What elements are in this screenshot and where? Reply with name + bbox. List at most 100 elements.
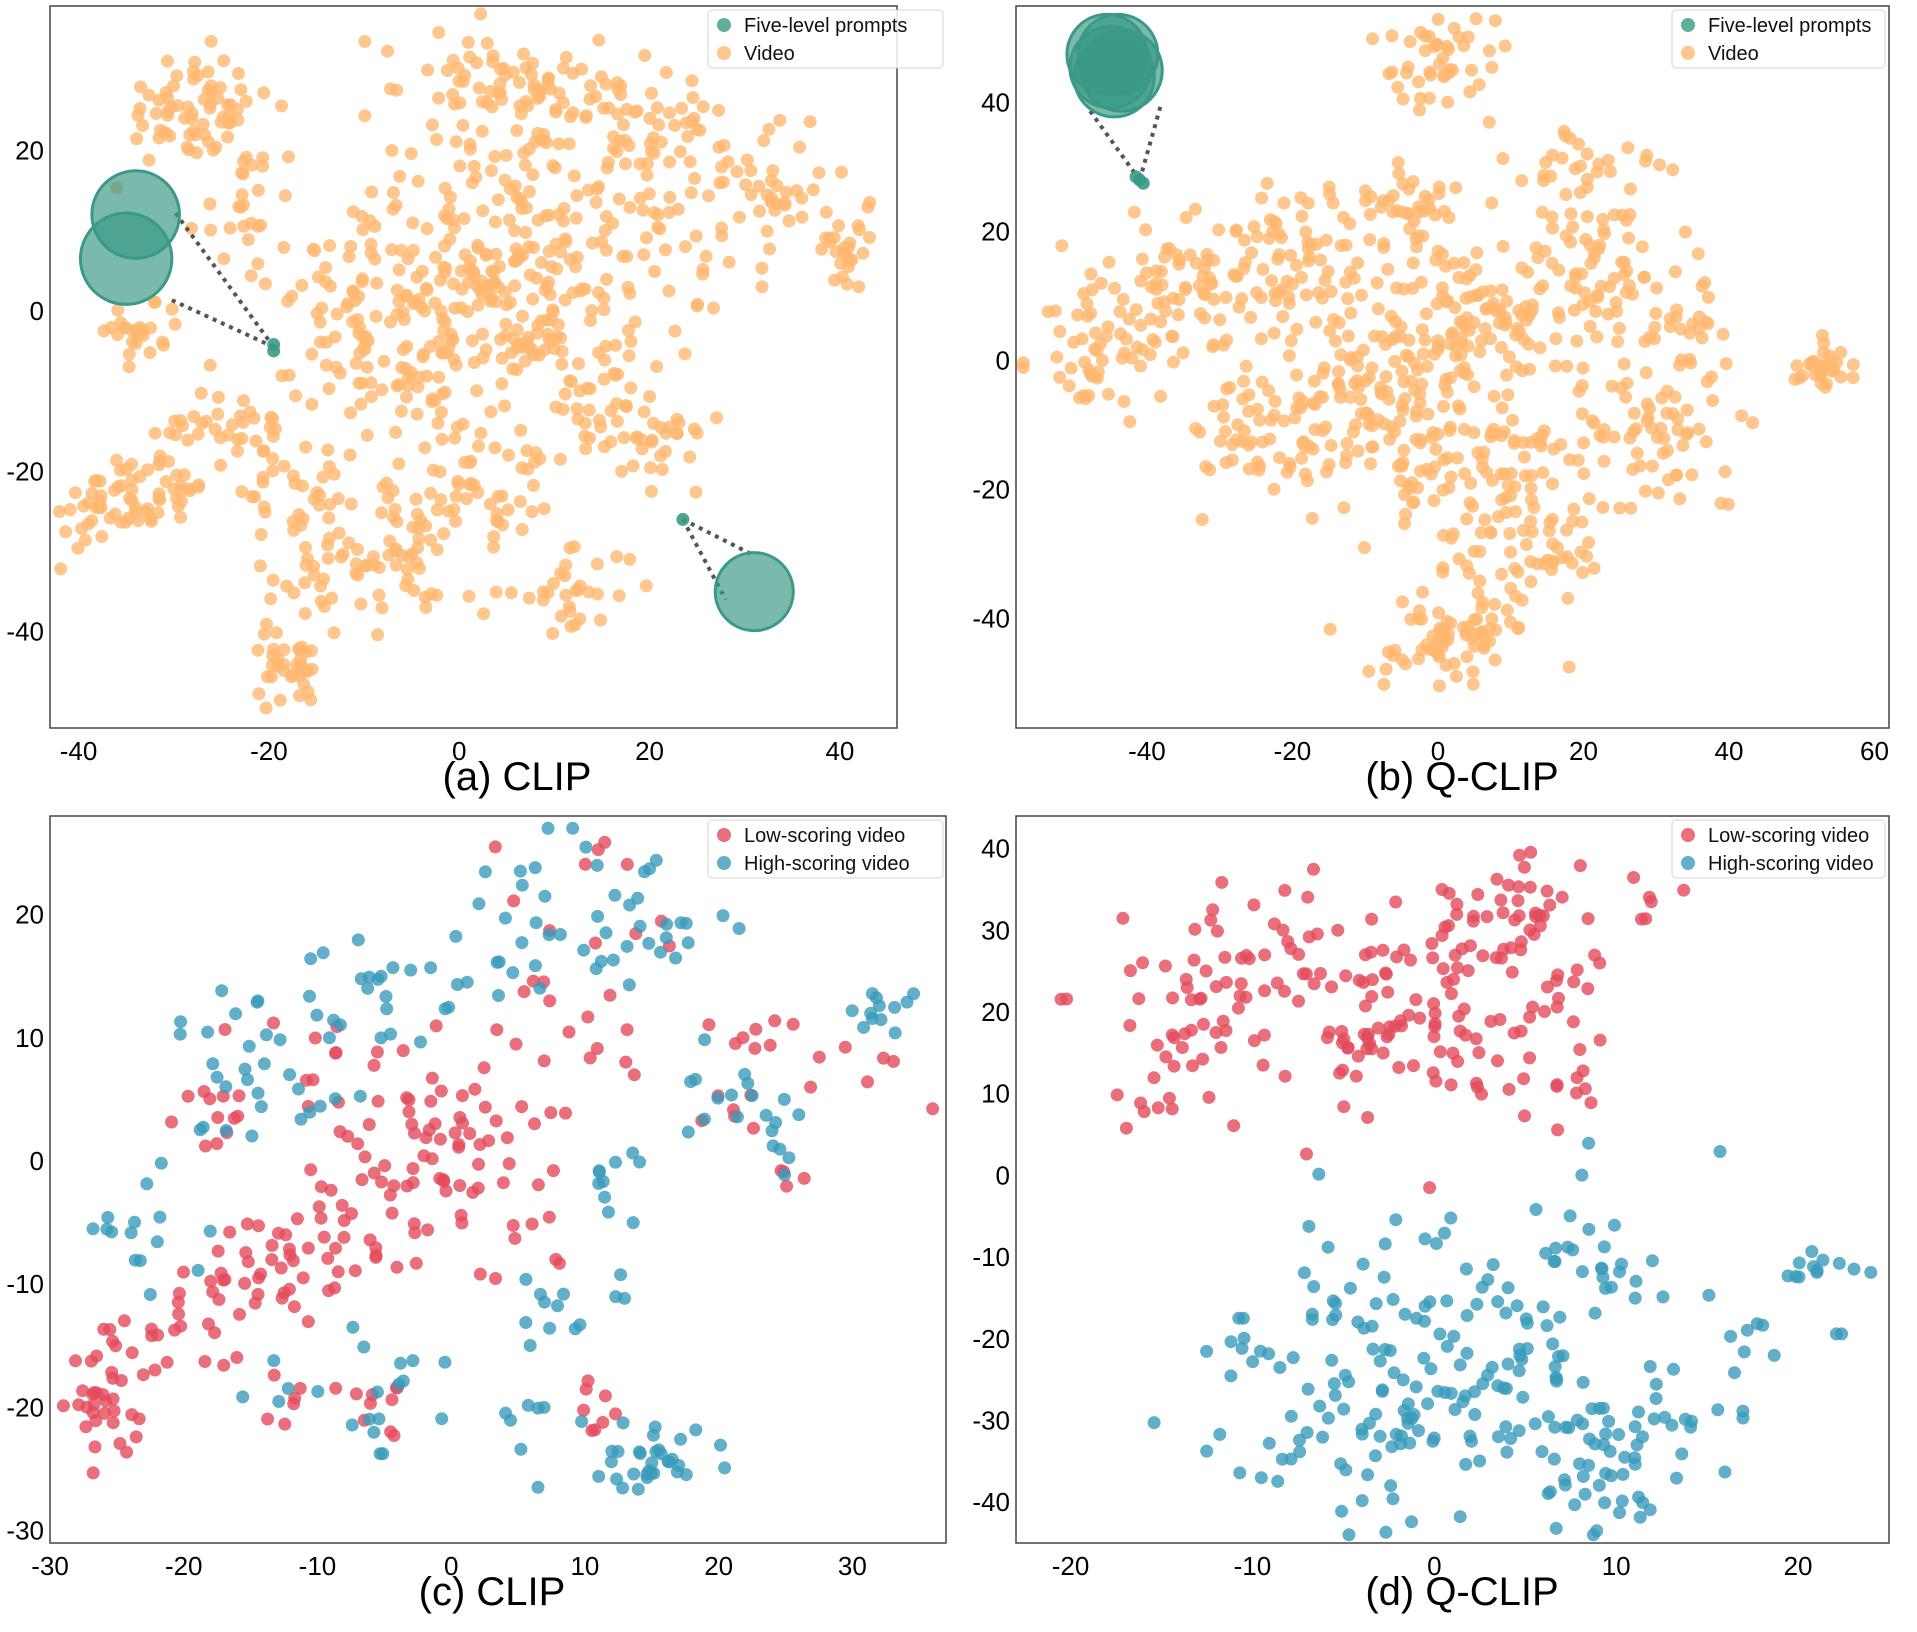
point-video bbox=[257, 86, 271, 100]
point-high bbox=[616, 1416, 630, 1430]
point-high bbox=[669, 951, 683, 965]
point-high bbox=[1737, 1345, 1751, 1359]
point-video bbox=[518, 158, 532, 172]
point-video bbox=[583, 92, 597, 106]
point-high bbox=[1384, 1479, 1398, 1493]
point-video bbox=[469, 170, 483, 184]
point-high bbox=[1328, 1388, 1342, 1402]
point-video bbox=[688, 171, 702, 185]
point-high bbox=[1549, 1521, 1563, 1535]
point-low bbox=[489, 1114, 503, 1128]
point-video bbox=[235, 485, 249, 499]
point-high bbox=[1816, 1253, 1830, 1267]
point-video bbox=[1458, 467, 1472, 481]
point-video bbox=[519, 61, 533, 75]
point-video bbox=[1319, 233, 1333, 247]
point-high bbox=[1590, 1524, 1604, 1538]
point-video bbox=[1548, 359, 1562, 373]
point-video bbox=[1272, 248, 1286, 262]
point-video bbox=[460, 492, 474, 506]
point-low bbox=[577, 1403, 591, 1417]
point-video bbox=[1391, 80, 1405, 94]
point-video bbox=[327, 467, 341, 481]
point-low bbox=[223, 1225, 237, 1239]
point-video bbox=[528, 455, 542, 469]
point-high bbox=[738, 1067, 752, 1081]
point-video bbox=[1597, 454, 1611, 468]
point-low bbox=[1469, 1032, 1483, 1046]
point-video bbox=[435, 432, 449, 446]
point-low bbox=[1427, 997, 1441, 1011]
point-video bbox=[1179, 211, 1193, 224]
point-video bbox=[1596, 501, 1610, 514]
point-video bbox=[624, 381, 638, 395]
point-video bbox=[1084, 267, 1098, 281]
point-video bbox=[1575, 515, 1589, 529]
point-video bbox=[752, 179, 766, 193]
x-tick-label: 0 bbox=[1431, 736, 1445, 766]
point-video bbox=[506, 65, 520, 79]
point-low bbox=[549, 1252, 563, 1266]
point-low bbox=[1150, 1038, 1164, 1052]
point-low bbox=[926, 1102, 940, 1116]
point-video bbox=[449, 514, 463, 528]
point-video bbox=[1308, 423, 1322, 437]
point-high bbox=[1293, 1445, 1307, 1459]
point-video bbox=[600, 161, 614, 175]
point-low bbox=[1381, 985, 1395, 999]
point-video bbox=[624, 334, 638, 348]
point-video bbox=[546, 627, 560, 640]
point-low bbox=[271, 1226, 285, 1240]
point-high bbox=[1550, 1374, 1563, 1388]
point-low bbox=[160, 1355, 174, 1369]
point-video bbox=[1617, 268, 1631, 282]
point-video bbox=[251, 219, 265, 233]
point-video bbox=[260, 670, 274, 684]
point-video bbox=[1483, 634, 1496, 648]
point-video bbox=[260, 617, 273, 631]
point-video bbox=[1080, 297, 1094, 311]
point-low bbox=[125, 1408, 139, 1422]
point-low bbox=[1444, 1078, 1458, 1092]
point-video bbox=[640, 157, 654, 170]
point-video bbox=[1254, 332, 1268, 346]
point-high bbox=[638, 865, 651, 879]
point-video bbox=[1463, 85, 1477, 99]
point-high bbox=[1510, 1299, 1524, 1313]
point-video bbox=[1517, 450, 1531, 464]
point-video bbox=[244, 269, 258, 283]
point-low bbox=[351, 1137, 365, 1151]
y-tick-label: 40 bbox=[981, 88, 1010, 118]
point-video bbox=[349, 566, 363, 580]
point-video bbox=[1560, 523, 1574, 537]
point-video bbox=[707, 301, 721, 315]
point-video bbox=[223, 221, 237, 235]
point-video bbox=[364, 390, 378, 404]
point-video bbox=[406, 216, 420, 230]
point-high bbox=[1368, 1449, 1382, 1463]
point-low bbox=[496, 1176, 510, 1190]
point-video bbox=[463, 142, 477, 156]
point-video bbox=[651, 208, 665, 222]
point-video bbox=[1485, 60, 1499, 74]
point-video bbox=[1073, 391, 1086, 405]
point-low bbox=[736, 1031, 750, 1045]
point-high bbox=[1548, 1420, 1562, 1434]
point-video bbox=[443, 190, 457, 204]
point-video bbox=[349, 557, 363, 571]
point-video bbox=[431, 416, 445, 430]
point-video bbox=[467, 268, 481, 282]
point-low bbox=[1496, 906, 1510, 920]
point-video bbox=[1471, 289, 1485, 303]
point-video bbox=[1064, 361, 1078, 375]
point-video bbox=[1439, 259, 1453, 273]
point-video bbox=[1377, 240, 1391, 254]
point-high bbox=[1253, 1344, 1267, 1358]
point-video bbox=[472, 439, 485, 453]
point-low bbox=[559, 1106, 572, 1120]
point-low bbox=[375, 1175, 388, 1189]
point-low bbox=[620, 1023, 634, 1037]
point-high bbox=[1373, 1354, 1387, 1368]
point-video bbox=[424, 339, 437, 353]
point-video bbox=[1393, 414, 1407, 428]
